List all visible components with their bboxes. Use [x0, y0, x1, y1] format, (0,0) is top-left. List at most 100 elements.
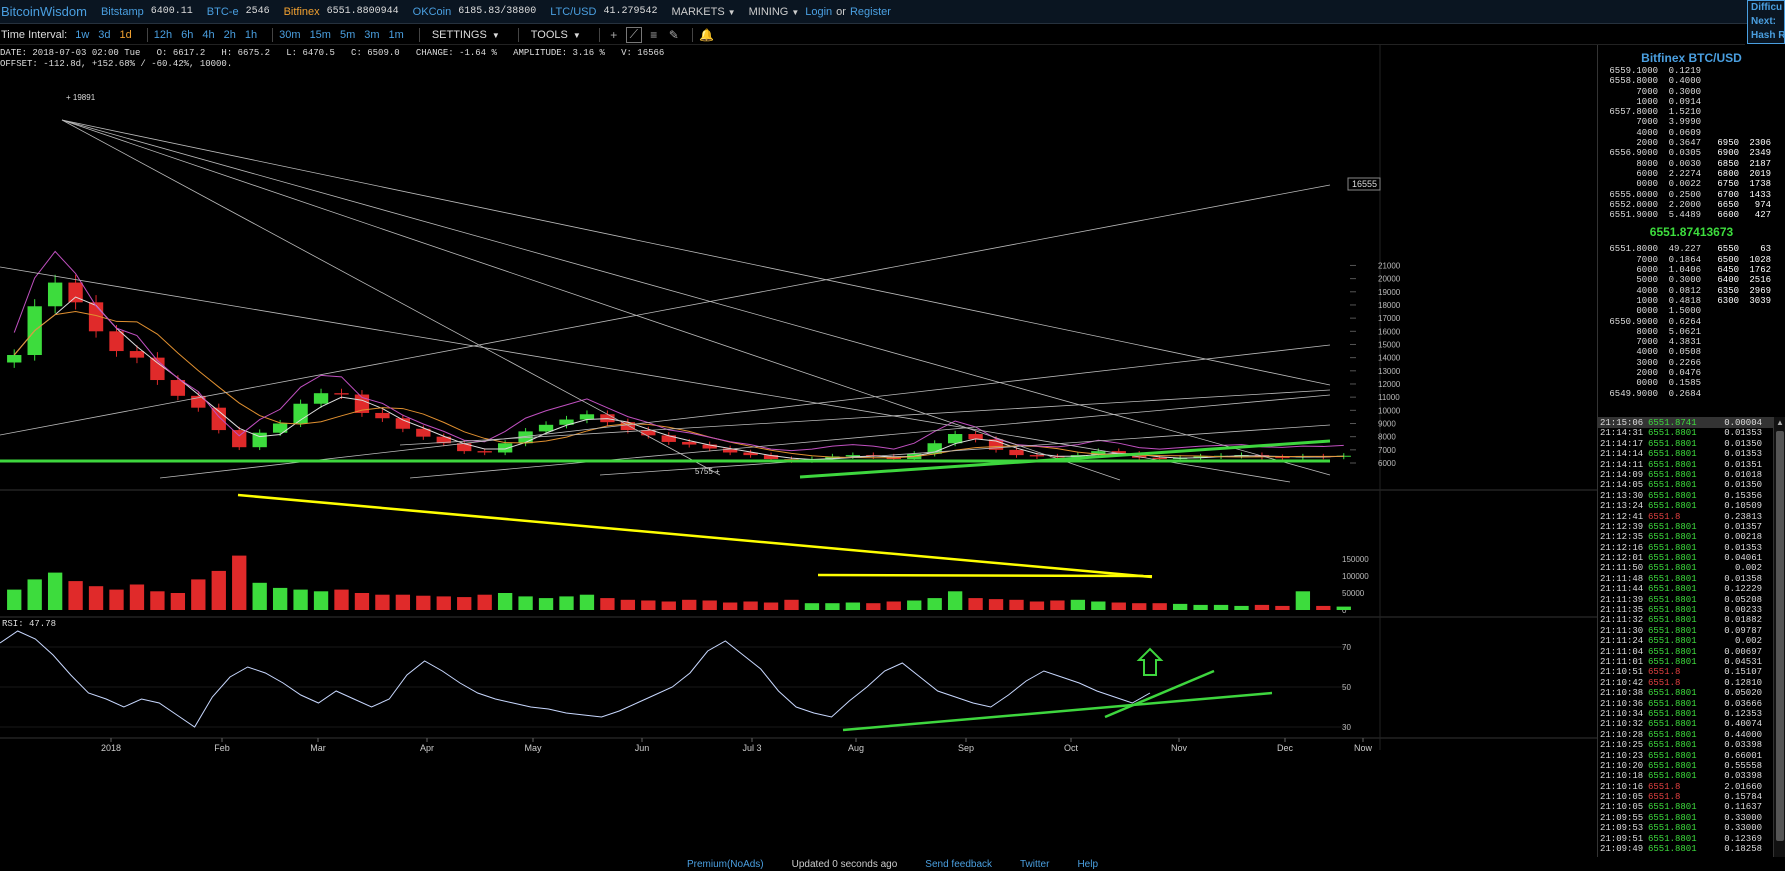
rsi-axis-label: 70 — [1342, 643, 1351, 652]
twitter-link[interactable]: Twitter — [1020, 858, 1050, 870]
divider — [146, 27, 148, 42]
candle-body — [354, 394, 370, 413]
crosshair-icon[interactable]: + — [610, 27, 618, 42]
help-link[interactable]: Help — [1077, 858, 1099, 870]
trade-amount: 0.55558 — [1724, 760, 1762, 771]
orderbook-row: 4000 0.0609 — [1602, 128, 1785, 138]
settings-dropdown[interactable]: SETTINGS ▼ — [432, 29, 500, 41]
markets-menu[interactable]: MARKETS ▼ — [671, 6, 735, 18]
interval-1m[interactable]: 1m — [388, 28, 404, 41]
candle-body — [641, 430, 656, 436]
ticker-bitfinex[interactable]: Bitfinex 6551.8800944 — [284, 6, 399, 18]
feedback-link[interactable]: Send feedback — [925, 858, 992, 870]
premium-link[interactable]: Premium(NoAds) — [686, 858, 764, 870]
trade-price: 6551.8801 — [1648, 844, 1697, 855]
orderbook-cell: 4.3831 — [1668, 337, 1701, 348]
interval-12h[interactable]: 12h — [153, 28, 173, 41]
orderbook-cell — [1705, 368, 1739, 378]
ticker-bitstamp[interactable]: Bitstamp 6400.11 — [101, 6, 193, 18]
orderbook-cell: 8000 — [1636, 326, 1658, 337]
interval-2h[interactable]: 2h — [223, 28, 236, 41]
orderbook-cell: 2000 — [1636, 138, 1658, 149]
ticker-ltcusd[interactable]: LTC/USD 41.279542 — [550, 6, 657, 18]
fibonacci-icon[interactable]: ≡ — [650, 27, 658, 42]
trade-time: 21:14:14 — [1600, 449, 1644, 460]
interval-3m[interactable]: 3m — [364, 28, 380, 41]
volume-bar — [641, 600, 656, 610]
trade-amount: 0.09787 — [1724, 625, 1762, 636]
trade-amount: 0.04531 — [1724, 656, 1762, 667]
rsi-support-line — [842, 691, 1273, 732]
draw-line-icon[interactable]: ⟋ — [625, 26, 642, 43]
rsi-line — [0, 630, 1151, 728]
trade-amount: 0.01358 — [1724, 573, 1762, 584]
price-axis-label: 6000 — [1378, 459, 1396, 468]
orderbook-cell — [1741, 358, 1771, 368]
trade-row: 21:10:34 6551.8801 0.12353 — [1598, 709, 1773, 719]
trades-scrollbar[interactable]: ▲ — [1773, 417, 1785, 857]
interval-1w[interactable]: 1w — [75, 28, 90, 41]
candle-body — [763, 455, 779, 460]
interval-30m[interactable]: 30m — [279, 28, 301, 41]
orderbook-row: 0000 1.5000 — [1602, 306, 1785, 316]
orderbook-row: 7000 0.1864 6500 1028 — [1602, 255, 1785, 265]
register-link[interactable]: Register — [849, 5, 891, 18]
trade-row: 21:11:04 6551.8801 0.00697 — [1598, 647, 1773, 657]
interval-1d[interactable]: 1d — [119, 28, 132, 41]
orderbook-cell: 4000 — [1636, 285, 1658, 296]
interval-15m[interactable]: 15m — [309, 28, 331, 41]
volume-bar — [252, 582, 267, 610]
volume-bar — [1050, 600, 1065, 610]
bell-icon[interactable]: 🔔 — [699, 27, 715, 42]
volume-bar — [845, 602, 861, 610]
volume-bar — [1275, 605, 1290, 610]
interval-4h[interactable]: 4h — [202, 28, 215, 41]
orderbook-cell: 3039 — [1749, 295, 1771, 306]
orderbook-cell: 6900 — [1717, 148, 1739, 159]
trend-line — [61, 119, 1331, 476]
volume-bar — [927, 598, 942, 610]
interval-6h[interactable]: 6h — [181, 28, 194, 41]
trade-price: 6551.8801 — [1648, 760, 1697, 771]
trade-amount: 0.03398 — [1724, 740, 1762, 751]
orderbook-cell — [1705, 337, 1739, 347]
trade-price: 6551.8801 — [1648, 740, 1697, 751]
candle-body — [579, 414, 595, 420]
ticker-okcoin[interactable]: OKCoin 6185.83/38800 — [413, 6, 537, 18]
orderbook-row: 6556.9000 0.0305 6900 2349 — [1602, 148, 1785, 158]
trade-price: 6551.8801 — [1648, 563, 1697, 574]
orderbook-cell — [1741, 76, 1771, 86]
pen-icon[interactable]: ✎ — [668, 27, 679, 42]
volume-trend-line — [237, 493, 1153, 579]
tools-dropdown[interactable]: TOOLS ▼ — [531, 29, 581, 41]
interval-5m[interactable]: 5m — [339, 28, 356, 41]
orderbook-cell: 0000 — [1636, 179, 1658, 190]
orderbook-cell: 8000 — [1636, 158, 1658, 169]
trade-amount: 0.12810 — [1724, 677, 1762, 688]
scroll-thumb[interactable] — [1776, 431, 1784, 841]
price-axis-label: 18000 — [1378, 301, 1401, 310]
scroll-up-icon[interactable]: ▲ — [1776, 418, 1784, 427]
trend-line — [61, 119, 1121, 481]
interval-3d[interactable]: 3d — [98, 28, 111, 41]
volume-bar — [600, 598, 615, 610]
orderbook-cell: 0.0508 — [1668, 347, 1701, 358]
site-logo[interactable]: BitcoinWisdom — [1, 4, 87, 19]
candle-body — [825, 456, 840, 460]
trades-list[interactable]: 21:15:06 6551.8741 0.00004 21:14:31 6551.880… — [1598, 417, 1773, 857]
orderbook-cell: 6500 — [1717, 254, 1739, 265]
price-chart[interactable]: 21000 20000 19000 18000 17000 16000 15000 14000… — [0, 45, 1597, 857]
volume-bar — [1336, 606, 1351, 610]
interval-1h[interactable]: 1h — [244, 28, 258, 41]
orderbook-row: 1000 0.0914 — [1602, 97, 1785, 107]
mining-menu[interactable]: MINING ▼ — [749, 6, 800, 18]
candle-body — [702, 444, 717, 449]
candle-body — [1029, 455, 1045, 457]
volume-bar — [559, 596, 574, 610]
ticker-value: 6185.83/38800 — [458, 6, 537, 17]
ticker-btce[interactable]: BTC-e 2546 — [207, 6, 270, 18]
candle-body — [1193, 456, 1208, 458]
login-link[interactable]: Login — [805, 5, 833, 18]
offset-info-line: OFFSET: -112.8d, +152.68% / -60.42%, 100… — [0, 59, 233, 69]
orderbook-row: 6000 2.2274 6800 2019 — [1602, 169, 1785, 179]
